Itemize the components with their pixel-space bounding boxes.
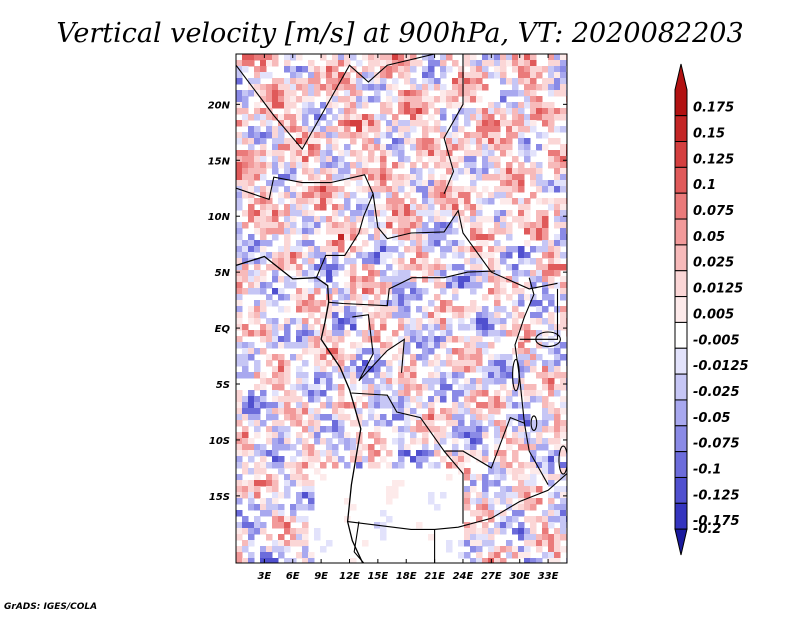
colorbar-swatch bbox=[674, 270, 688, 298]
colorbar-swatch bbox=[674, 528, 688, 556]
x-tick-label: 33E bbox=[538, 571, 559, 582]
x-tick-label: 9E bbox=[314, 571, 328, 582]
y-tick-label: 20N bbox=[208, 100, 231, 111]
colorbar-swatch bbox=[674, 347, 688, 375]
y-tick-label: 5S bbox=[216, 380, 230, 391]
colorbar-swatch bbox=[674, 63, 688, 117]
colorbar-label: 0.075 bbox=[693, 204, 734, 219]
x-tick-label: 30E bbox=[509, 571, 530, 582]
colorbar-swatch bbox=[674, 115, 688, 143]
colorbar-label: 0.005 bbox=[693, 307, 734, 322]
y-tick-label: 15N bbox=[208, 156, 231, 167]
colorbar-swatch bbox=[674, 141, 688, 168]
colorbar-label: -0.175 bbox=[693, 514, 740, 529]
colorbar-label: 0.0125 bbox=[693, 282, 743, 297]
colorbar-swatch bbox=[674, 296, 688, 323]
colorbar-label: -0.125 bbox=[693, 488, 740, 503]
colorbar-label: -0.05 bbox=[693, 411, 730, 426]
colorbar-swatch bbox=[674, 451, 688, 478]
map-title: Vertical velocity [m/s] at 900hPa, VT: 2… bbox=[56, 18, 743, 49]
x-tick-label: 24E bbox=[453, 571, 474, 582]
colorbar-label: -0.1 bbox=[693, 462, 721, 477]
y-tick-label: 10S bbox=[209, 436, 230, 447]
latitude-axis: 20N 15N 10N 5N EQ 5S 10S 15S bbox=[208, 100, 567, 503]
colorbar-label: -0.0125 bbox=[693, 359, 749, 374]
colorbar-swatch bbox=[674, 425, 688, 453]
colorbar-swatch bbox=[674, 321, 688, 349]
colorbar-swatch bbox=[674, 399, 688, 427]
colorbar-label: -0.2 bbox=[693, 522, 721, 537]
colorbar-label: 0.175 bbox=[693, 101, 734, 116]
longitude-axis: 3E 6E 9E 12E 15E 18E 21E 24E 27E 30E 33E bbox=[257, 54, 559, 582]
colorbar: 0.175 0.15 0.125 0.1 0.075 0.05 0.025 0.0125 0.0… bbox=[674, 63, 749, 556]
grads-credit: GrADS: IGES/COLA bbox=[4, 602, 98, 612]
colorbar-label: -0.025 bbox=[693, 385, 740, 400]
x-tick-label: 18E bbox=[396, 571, 417, 582]
colorbar-swatch bbox=[674, 192, 688, 220]
colorbar-label: 0.1 bbox=[693, 178, 716, 193]
colorbar-swatch bbox=[674, 218, 688, 246]
colorbar-label: -0.075 bbox=[693, 437, 740, 452]
colorbar-label: 0.125 bbox=[693, 152, 734, 167]
colorbar-swatch bbox=[674, 373, 688, 401]
x-tick-label: 3E bbox=[257, 571, 271, 582]
colorbar-swatch bbox=[674, 166, 688, 194]
y-tick-label: 10N bbox=[208, 212, 231, 223]
x-tick-label: 15E bbox=[367, 571, 388, 582]
x-tick-label: 21E bbox=[424, 571, 445, 582]
colorbar-swatch bbox=[674, 244, 688, 272]
country-boundaries bbox=[236, 54, 567, 563]
colorbar-label: 0.05 bbox=[693, 230, 725, 245]
x-tick-label: 6E bbox=[286, 571, 300, 582]
x-tick-label: 27E bbox=[481, 571, 502, 582]
colorbar-label: 0.025 bbox=[693, 256, 734, 271]
velocity-field bbox=[236, 54, 567, 563]
y-tick-label: 5N bbox=[215, 268, 231, 279]
plot-frame bbox=[235, 53, 568, 564]
x-tick-label: 12E bbox=[339, 571, 360, 582]
colorbar-swatch bbox=[674, 476, 688, 504]
colorbar-swatch bbox=[674, 502, 688, 530]
y-tick-label: EQ bbox=[215, 324, 231, 335]
colorbar-label: 0.15 bbox=[693, 127, 725, 142]
y-tick-label: 15S bbox=[209, 492, 230, 503]
colorbar-label: -0.005 bbox=[693, 333, 740, 348]
